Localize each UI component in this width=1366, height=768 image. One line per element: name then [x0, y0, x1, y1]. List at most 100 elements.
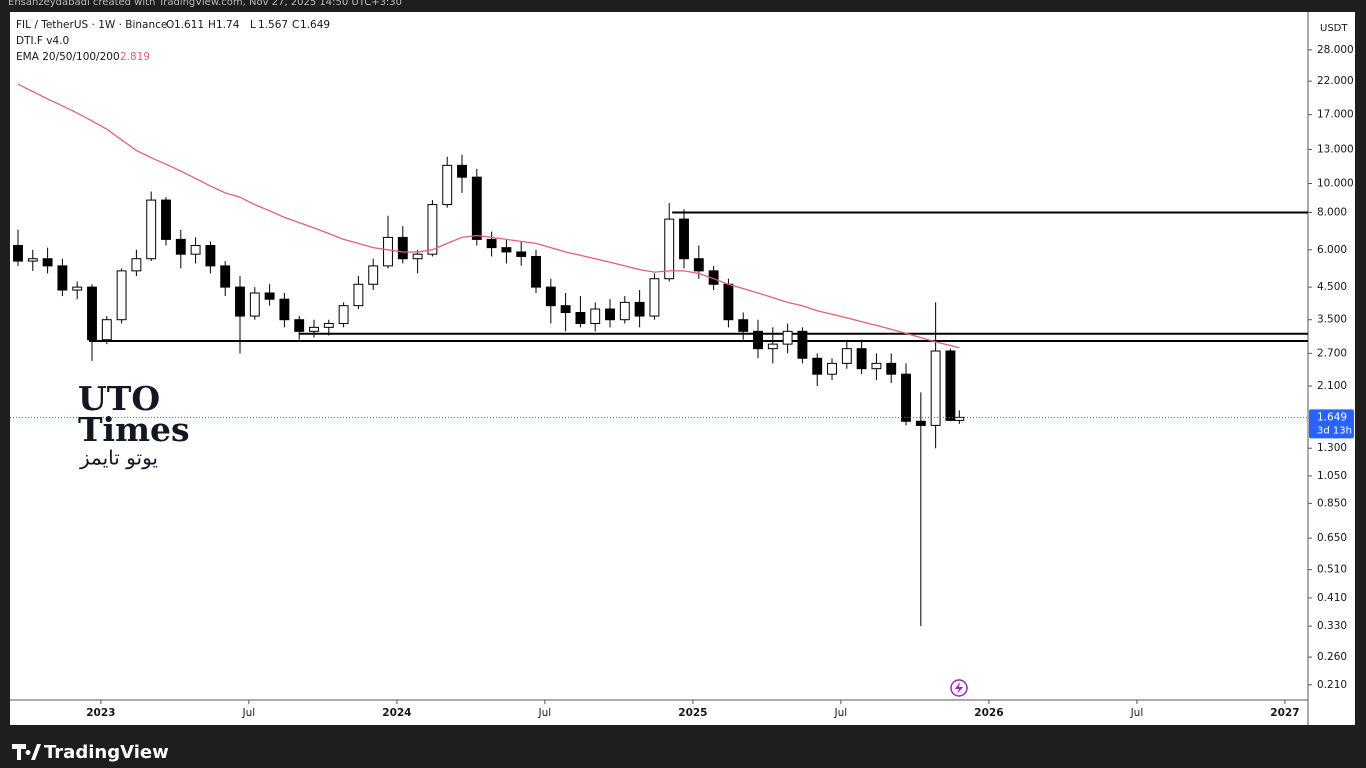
- y-tick-label: 1.050: [1317, 470, 1347, 482]
- ema-value: 2.819: [120, 51, 150, 63]
- candle-body: [87, 286, 97, 341]
- y-tick-label: 0.510: [1317, 564, 1347, 576]
- y-tick-label: 1.300: [1317, 442, 1347, 454]
- ohlc-value: 1.649: [300, 19, 330, 31]
- candle-body: [116, 270, 127, 321]
- candle-body: [501, 247, 512, 253]
- y-tick-label: 0.210: [1317, 679, 1347, 691]
- candle-body: [249, 292, 260, 317]
- candle-body: [72, 286, 83, 291]
- x-tick-label: Jul: [834, 707, 848, 719]
- brand: TradingView: [44, 742, 169, 763]
- x-tick-label: Jul: [538, 707, 552, 719]
- candle-body: [531, 255, 541, 288]
- candle-body: [353, 283, 364, 307]
- chart-area: [10, 12, 1355, 725]
- last-price-box: [1309, 409, 1354, 439]
- indicator: DTI.F v4.0: [16, 35, 69, 47]
- candle-body: [205, 245, 216, 267]
- candle-body: [693, 258, 704, 272]
- candle-body: [954, 416, 965, 421]
- candle-body: [383, 236, 393, 267]
- y-tick-label: 2.100: [1317, 380, 1347, 392]
- ohlc-legend: O 1.611 H 1.74 L 1.567 C 1.649: [166, 19, 330, 31]
- x-tick-label: 2026: [974, 707, 1003, 719]
- candle-body: [901, 373, 911, 422]
- x-tick-label: 2027: [1270, 707, 1299, 719]
- y-tick-label: 3.500: [1317, 314, 1347, 326]
- candle-body: [767, 343, 778, 350]
- y-tick-label: 17.000: [1317, 109, 1354, 121]
- candle-body: [161, 199, 171, 240]
- candle-body: [442, 164, 453, 206]
- ohlc-value: 1.611: [174, 19, 204, 31]
- ema-label: EMA 20/50/100/200: [16, 51, 120, 63]
- watermark-line: Times: [78, 410, 190, 449]
- candle-body: [13, 245, 23, 262]
- y-tick-label: 8.000: [1317, 206, 1347, 218]
- candle-body: [323, 322, 334, 328]
- candle-body: [220, 265, 231, 288]
- candle-body: [294, 319, 305, 332]
- y-tick-label: 2.700: [1317, 347, 1347, 359]
- y-tick-label: 0.410: [1317, 592, 1347, 604]
- ohlc-key: O: [166, 19, 174, 31]
- ohlc-value: 1.567: [258, 19, 288, 31]
- candle-body: [146, 199, 157, 260]
- x-tick-label: Jul: [1130, 707, 1144, 719]
- candle-body: [886, 362, 897, 375]
- event-icon[interactable]: [950, 679, 968, 697]
- candle-body: [797, 330, 808, 359]
- candle-body: [605, 308, 615, 321]
- candle-body: [42, 258, 53, 267]
- y-tick-label: 28.000: [1317, 44, 1354, 56]
- candle-body: [723, 283, 734, 321]
- ohlc-key: H: [208, 19, 216, 31]
- y-tick-label: 4.500: [1317, 281, 1347, 293]
- candle-body: [397, 236, 408, 260]
- candle-body: [827, 362, 837, 375]
- candle-body: [486, 238, 497, 249]
- candle-body: [812, 357, 823, 375]
- countdown: 3d 13h: [1317, 425, 1352, 436]
- candle-body: [664, 218, 675, 280]
- y-tick-label: 22.000: [1317, 75, 1354, 87]
- ohlc-key: C: [292, 19, 299, 31]
- candle-body: [27, 258, 38, 262]
- candle-body: [368, 265, 379, 285]
- candle-body: [190, 245, 201, 255]
- candle-body: [590, 308, 601, 324]
- candle-body: [175, 238, 186, 255]
- watermark-arabic: یوتو تایمز: [79, 446, 158, 470]
- candle-body: [471, 176, 482, 240]
- candle-body: [264, 292, 275, 300]
- candle-body: [782, 330, 793, 345]
- y-tick-label: 6.000: [1317, 244, 1347, 256]
- ohlc-key: L: [250, 19, 256, 31]
- x-tick-label: Jul: [242, 707, 256, 719]
- watermark-line: UTO: [78, 379, 160, 418]
- plot: [10, 83, 1308, 627]
- last-price: 1.649: [1317, 411, 1347, 423]
- candle-body: [101, 319, 112, 341]
- candle-body: [545, 286, 556, 307]
- symbol: FIL / TetherUS · 1W · Binance: [16, 19, 167, 31]
- candle-body: [871, 362, 882, 370]
- y-tick-label: 0.260: [1317, 651, 1347, 663]
- candle-body: [634, 301, 645, 317]
- y-tick-label: 0.650: [1317, 532, 1347, 544]
- candle-body: [679, 218, 689, 260]
- candle-body: [915, 420, 926, 426]
- candle-body: [945, 350, 956, 421]
- candle-body: [412, 253, 423, 260]
- candle-body: [649, 278, 660, 317]
- candle-body: [457, 164, 467, 178]
- candle-body: [560, 305, 571, 314]
- y-tick-label: 10.000: [1317, 177, 1354, 189]
- candle-body: [516, 251, 527, 257]
- y-tick-label: 13.000: [1317, 143, 1354, 155]
- credit: Ehsanzeydabadi created with TradingView.…: [8, 0, 402, 8]
- brand-logo: [12, 744, 41, 760]
- x-tick-label: 2025: [678, 707, 707, 719]
